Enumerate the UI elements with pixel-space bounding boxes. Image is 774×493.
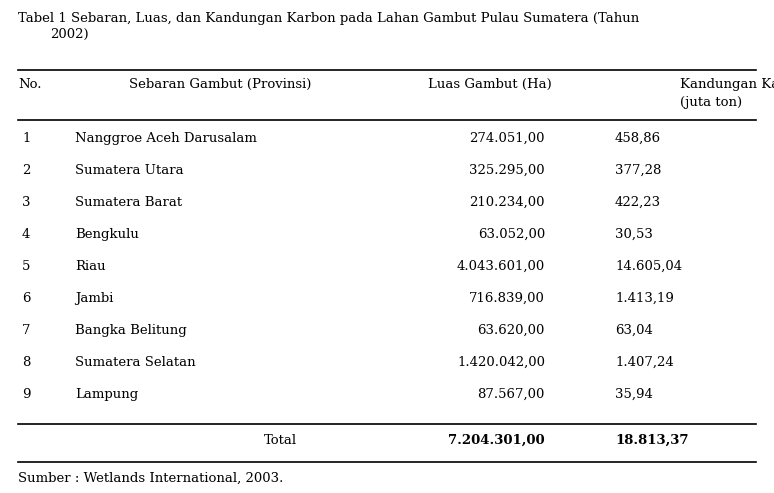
- Text: 30,53: 30,53: [615, 228, 653, 241]
- Text: Bengkulu: Bengkulu: [75, 228, 139, 241]
- Text: 1: 1: [22, 132, 30, 145]
- Text: Bangka Belitung: Bangka Belitung: [75, 324, 187, 337]
- Text: Kandungan Karbon: Kandungan Karbon: [680, 78, 774, 91]
- Text: 458,86: 458,86: [615, 132, 661, 145]
- Text: 2002): 2002): [50, 28, 89, 41]
- Text: Total: Total: [263, 434, 296, 447]
- Text: 274.051,00: 274.051,00: [470, 132, 545, 145]
- Text: 1.420.042,00: 1.420.042,00: [457, 356, 545, 369]
- Text: Tabel 1 Sebaran, Luas, dan Kandungan Karbon pada Lahan Gambut Pulau Sumatera (Ta: Tabel 1 Sebaran, Luas, dan Kandungan Kar…: [18, 12, 639, 25]
- Text: 1.413,19: 1.413,19: [615, 292, 674, 305]
- Text: Sumatera Utara: Sumatera Utara: [75, 164, 183, 177]
- Text: 2: 2: [22, 164, 30, 177]
- Text: 1.407,24: 1.407,24: [615, 356, 673, 369]
- Text: 210.234,00: 210.234,00: [470, 196, 545, 209]
- Text: 4.043.601,00: 4.043.601,00: [457, 260, 545, 273]
- Text: 7: 7: [22, 324, 30, 337]
- Text: 14.605,04: 14.605,04: [615, 260, 682, 273]
- Text: 3: 3: [22, 196, 30, 209]
- Text: No.: No.: [18, 78, 42, 91]
- Text: 8: 8: [22, 356, 30, 369]
- Text: 7.204.301,00: 7.204.301,00: [448, 434, 545, 447]
- Text: Sebaran Gambut (Provinsi): Sebaran Gambut (Provinsi): [128, 78, 311, 91]
- Text: Jambi: Jambi: [75, 292, 113, 305]
- Text: Riau: Riau: [75, 260, 105, 273]
- Text: Luas Gambut (Ha): Luas Gambut (Ha): [428, 78, 552, 91]
- Text: Nanggroe Aceh Darusalam: Nanggroe Aceh Darusalam: [75, 132, 257, 145]
- Text: 5: 5: [22, 260, 30, 273]
- Text: 18.813,37: 18.813,37: [615, 434, 689, 447]
- Text: 63,04: 63,04: [615, 324, 653, 337]
- Text: (juta ton): (juta ton): [680, 96, 742, 109]
- Text: 6: 6: [22, 292, 30, 305]
- Text: 35,94: 35,94: [615, 388, 653, 401]
- Text: 87.567,00: 87.567,00: [478, 388, 545, 401]
- Text: Sumber : Wetlands International, 2003.: Sumber : Wetlands International, 2003.: [18, 472, 283, 485]
- Text: 9: 9: [22, 388, 30, 401]
- Text: 377,28: 377,28: [615, 164, 661, 177]
- Text: 63.052,00: 63.052,00: [478, 228, 545, 241]
- Text: Sumatera Barat: Sumatera Barat: [75, 196, 182, 209]
- Text: Sumatera Selatan: Sumatera Selatan: [75, 356, 196, 369]
- Text: 4: 4: [22, 228, 30, 241]
- Text: 422,23: 422,23: [615, 196, 661, 209]
- Text: Lampung: Lampung: [75, 388, 139, 401]
- Text: 716.839,00: 716.839,00: [469, 292, 545, 305]
- Text: 325.295,00: 325.295,00: [469, 164, 545, 177]
- Text: 63.620,00: 63.620,00: [478, 324, 545, 337]
